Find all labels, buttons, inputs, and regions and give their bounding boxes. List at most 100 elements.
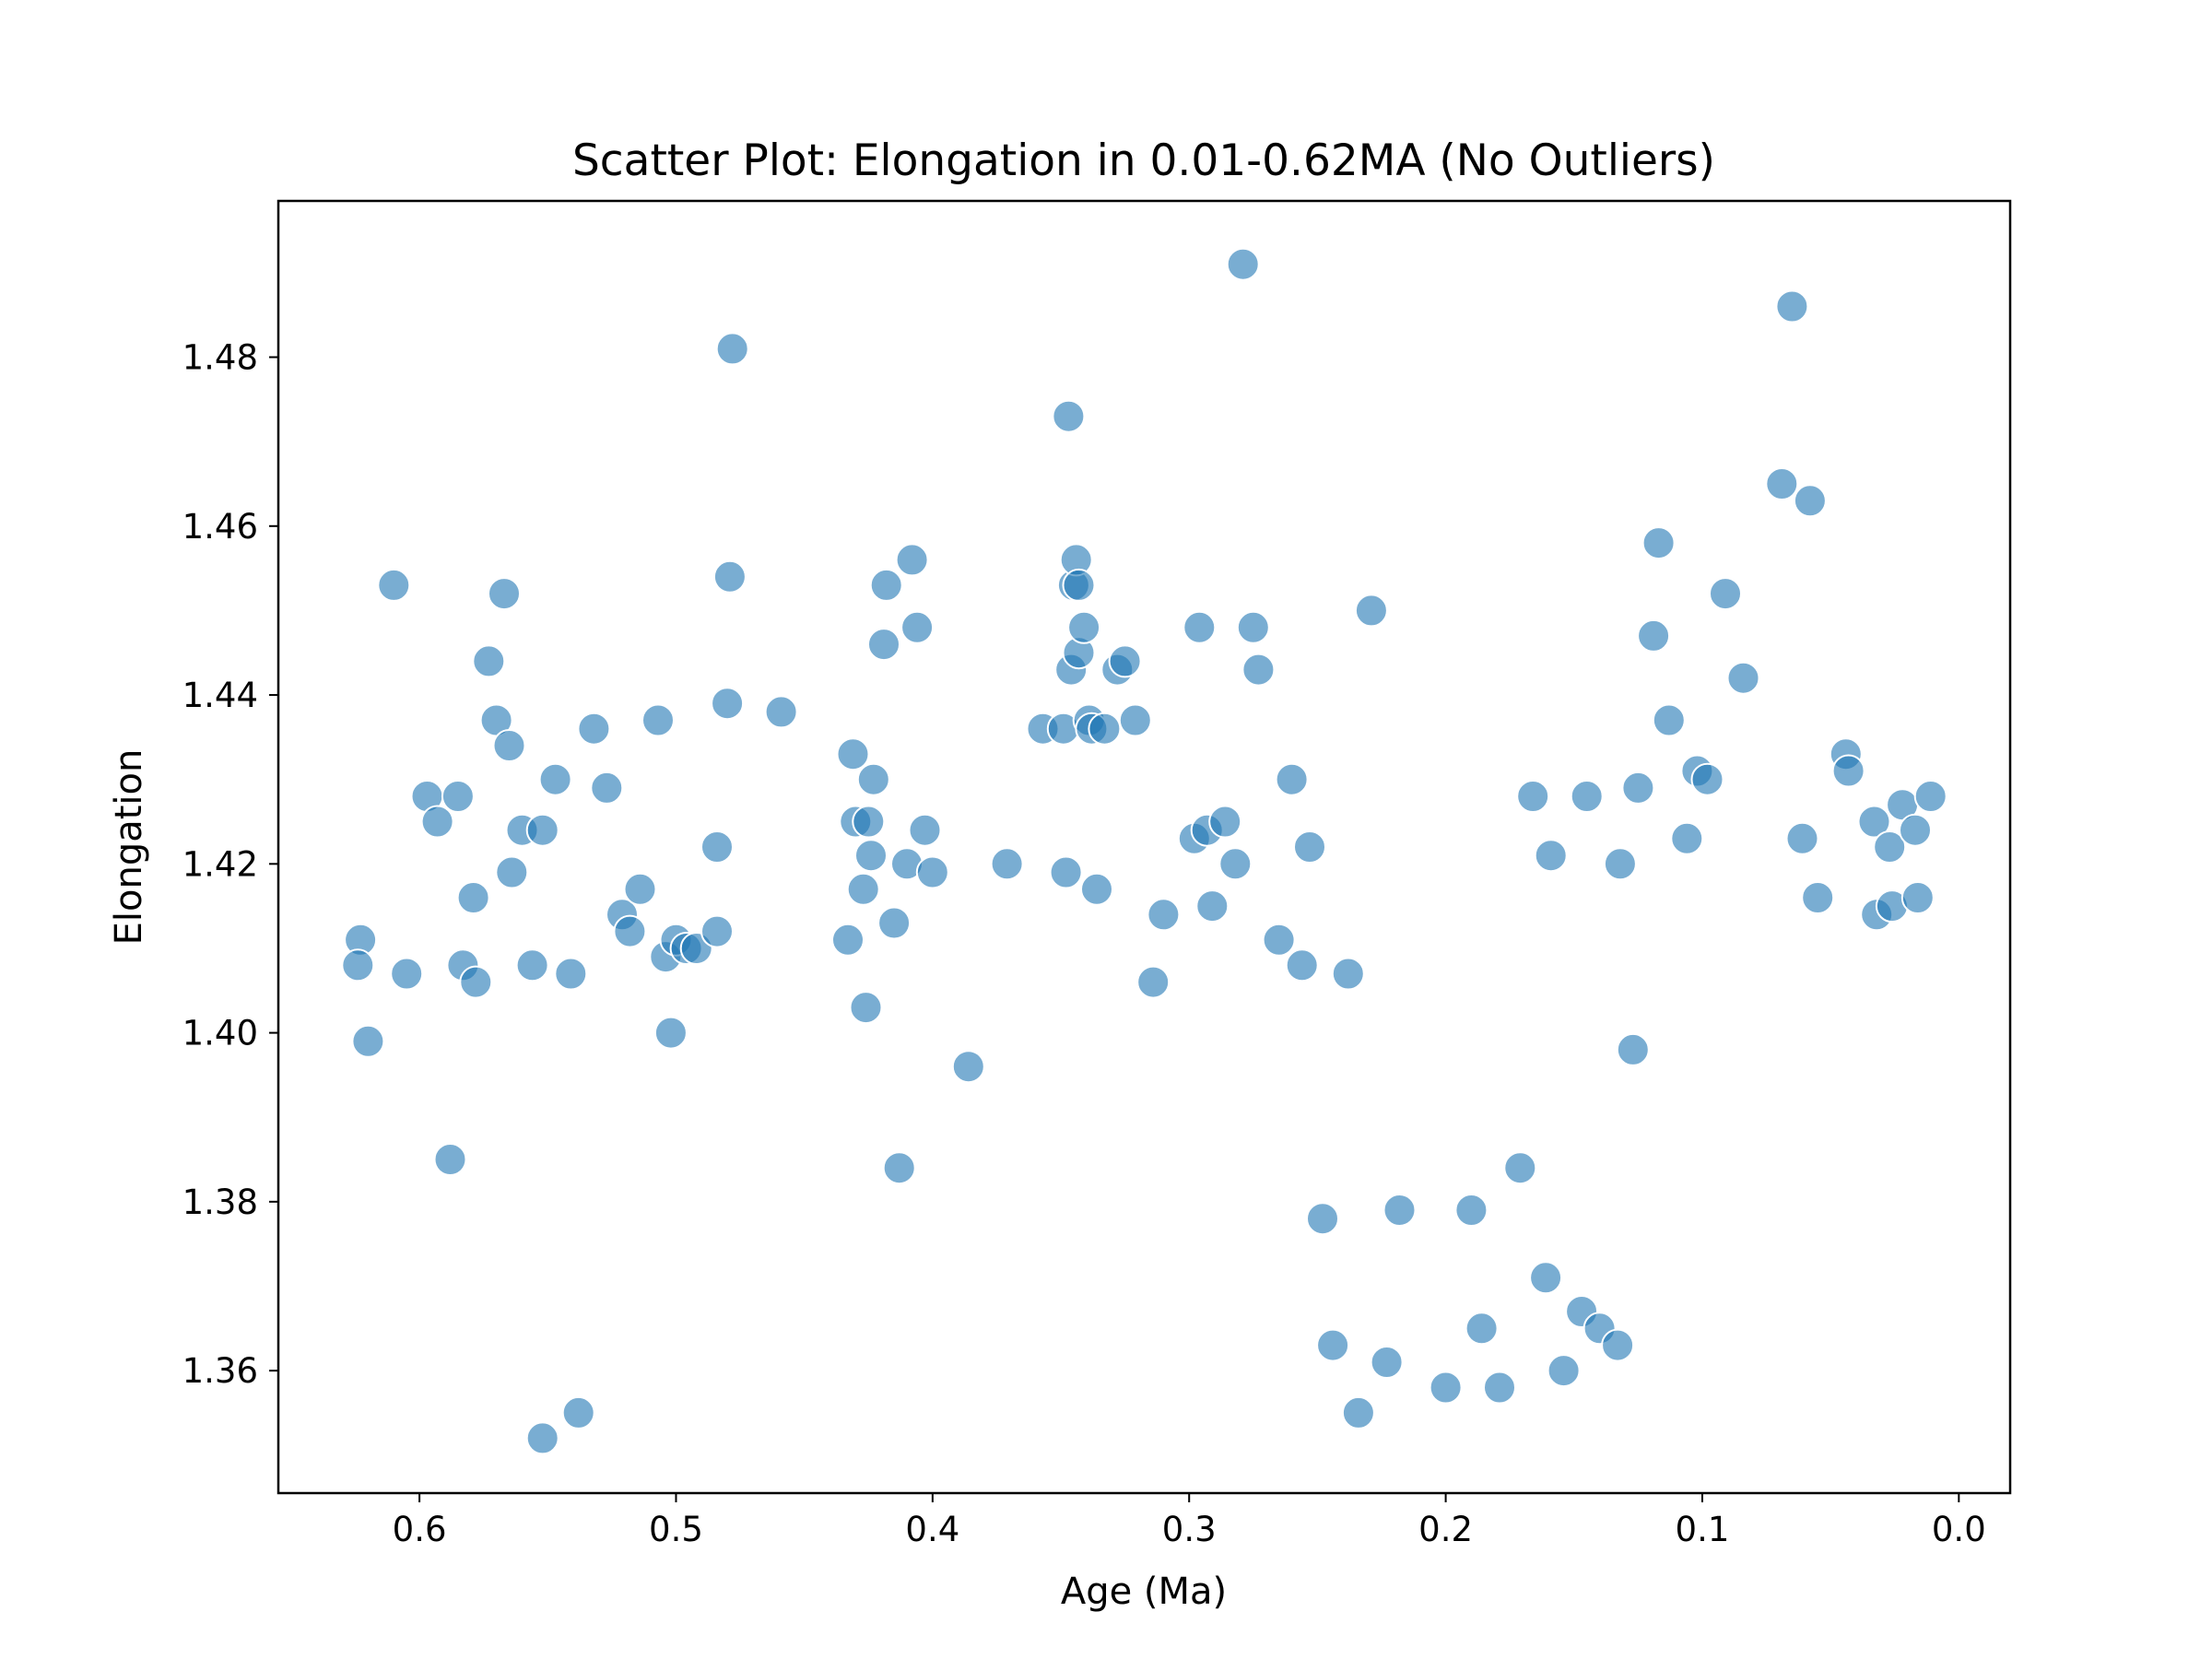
data-point: [472, 644, 506, 678]
data-point: [715, 332, 749, 366]
data-point: [420, 805, 454, 839]
y-tick-label: 1.40: [182, 1014, 258, 1053]
points-layer: [341, 247, 1947, 1455]
chart-title: Scatter Plot: Elongation in 0.01-0.62MA …: [572, 135, 1715, 186]
data-point: [1182, 610, 1217, 644]
data-point: [1547, 1354, 1581, 1388]
x-tick-label: 0.6: [393, 1510, 447, 1549]
data-point: [456, 881, 490, 914]
data-point: [1483, 1371, 1516, 1405]
data-point: [377, 568, 411, 602]
data-point: [1382, 1194, 1417, 1227]
data-point: [459, 965, 493, 999]
data-point: [1052, 399, 1086, 433]
data-point: [1601, 1328, 1635, 1362]
data-point: [1765, 467, 1799, 500]
data-point: [900, 610, 935, 644]
data-point: [908, 813, 942, 847]
x-tick-label: 0.3: [1162, 1510, 1217, 1549]
data-point: [700, 830, 734, 864]
data-point: [1080, 872, 1113, 906]
data-point: [1873, 830, 1907, 864]
y-tick-label: 1.44: [182, 676, 258, 715]
y-tick-label: 1.38: [182, 1182, 258, 1222]
x-tick-label: 0.0: [1932, 1510, 1986, 1549]
data-point: [538, 762, 572, 796]
data-point: [1293, 830, 1326, 864]
data-point: [1306, 1202, 1339, 1236]
data-point: [1900, 881, 1935, 914]
data-point: [1331, 957, 1365, 991]
data-point: [1147, 898, 1181, 932]
data-point: [1637, 618, 1671, 653]
data-point: [554, 957, 588, 991]
data-point: [915, 855, 949, 889]
data-point: [577, 712, 611, 746]
x-tick-label: 0.4: [905, 1510, 959, 1549]
y-axis-label: Elongation: [108, 749, 150, 946]
data-point: [1913, 780, 1947, 813]
x-tick-label: 0.1: [1676, 1510, 1730, 1549]
data-point: [1218, 847, 1253, 881]
data-point: [1641, 526, 1676, 560]
data-point: [433, 1143, 467, 1176]
data-point: [1785, 821, 1819, 855]
data-point: [1775, 289, 1809, 324]
data-point: [1465, 1312, 1499, 1346]
x-axis: 0.6 0.5 0.4 0.3 0.2 0.1 0.0: [393, 1493, 1986, 1549]
y-tick-label: 1.36: [182, 1351, 258, 1391]
data-point: [1454, 1194, 1488, 1227]
data-point: [653, 1016, 688, 1050]
data-point: [515, 948, 549, 982]
data-point: [1236, 610, 1270, 644]
y-tick-label: 1.46: [182, 507, 258, 547]
data-point: [1726, 661, 1760, 695]
data-point: [849, 991, 883, 1025]
data-point: [990, 847, 1024, 881]
data-point: [492, 729, 526, 762]
data-point: [700, 914, 734, 948]
data-point: [854, 839, 888, 873]
data-point: [1108, 644, 1142, 678]
data-point: [441, 780, 475, 813]
x-tick-label: 0.5: [649, 1510, 703, 1549]
data-point: [341, 948, 375, 982]
data-point: [846, 872, 880, 906]
data-point: [1275, 762, 1309, 796]
data-point: [869, 568, 903, 602]
data-point: [1226, 247, 1260, 281]
data-point: [1690, 762, 1724, 796]
data-point: [1316, 1328, 1350, 1362]
data-point: [1429, 1371, 1463, 1405]
data-point: [867, 628, 900, 662]
data-point: [1118, 703, 1152, 737]
data-point: [764, 695, 798, 729]
data-point: [623, 872, 657, 906]
data-point: [1621, 771, 1655, 805]
y-tick-label: 1.48: [182, 338, 258, 378]
data-point: [877, 906, 912, 940]
data-point: [895, 543, 929, 577]
data-point: [561, 1395, 595, 1430]
data-point: [1831, 754, 1865, 788]
data-point: [488, 577, 521, 611]
data-point: [525, 813, 559, 847]
data-point: [1503, 1151, 1537, 1185]
data-point: [1616, 1032, 1650, 1066]
data-point: [882, 1151, 916, 1185]
data-point: [1857, 805, 1891, 839]
data-point: [1570, 780, 1604, 813]
data-point: [1793, 484, 1827, 518]
data-point: [1262, 923, 1296, 957]
plot-frame: [276, 199, 2012, 1495]
data-point: [951, 1050, 985, 1084]
data-point: [1088, 712, 1122, 746]
data-point: [1208, 805, 1242, 839]
data-point: [1801, 881, 1835, 914]
data-point: [711, 687, 745, 721]
data-point: [831, 923, 865, 957]
data-point: [712, 559, 747, 594]
data-point: [390, 957, 424, 991]
data-point: [1652, 703, 1686, 737]
